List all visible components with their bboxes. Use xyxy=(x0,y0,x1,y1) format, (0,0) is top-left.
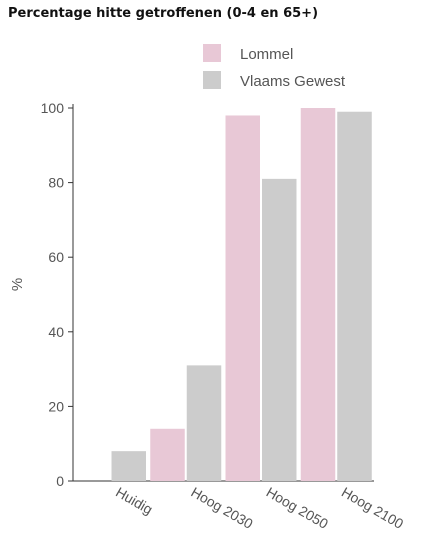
legend-label: Vlaams Gewest xyxy=(240,73,346,90)
legend-label: Lommel xyxy=(240,46,293,63)
bar-lommel-hoog-2050 xyxy=(225,115,260,482)
bars xyxy=(111,108,372,482)
x-tick-label: Huidig xyxy=(113,484,155,518)
bar-lommel-hoog-2100 xyxy=(300,108,336,481)
legend: Lommel Vlaams Gewest xyxy=(203,44,346,90)
y-tick-label: 60 xyxy=(48,249,64,265)
bar-vlaams-gewest-hoog-2030 xyxy=(186,365,222,481)
x-tick-label: Hoog 2030 xyxy=(188,484,256,532)
x-tick-label: Hoog 2100 xyxy=(339,484,407,532)
legend-swatch xyxy=(203,71,221,89)
legend-swatch xyxy=(203,44,221,62)
bar-vlaams-gewest-huidig xyxy=(111,451,146,481)
y-tick-label: 20 xyxy=(48,398,64,414)
bar-vlaams-gewest-hoog-2100 xyxy=(337,111,372,481)
bar-vlaams-gewest-hoog-2050 xyxy=(262,178,297,481)
y-tick-label: 0 xyxy=(56,473,64,489)
x-tick-label: Hoog 2050 xyxy=(264,484,332,532)
chart-title: Percentage hitte getroffenen (0-4 en 65+… xyxy=(8,6,319,21)
y-tick-label: 40 xyxy=(48,324,64,340)
y-tick-label: 100 xyxy=(41,100,65,116)
bar-lommel-hoog-2030 xyxy=(150,428,185,481)
y-tick-label: 80 xyxy=(48,175,64,191)
y-axis-label: % xyxy=(9,278,26,291)
